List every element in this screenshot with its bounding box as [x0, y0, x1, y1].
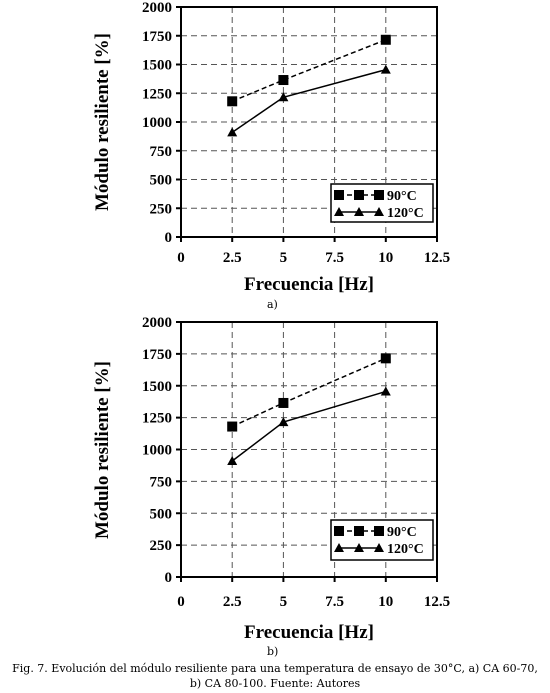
chart-b-ytick-label-4: 1000: [142, 443, 172, 459]
chart-a-ytick-label-0: 0: [165, 230, 173, 246]
chart-b-series-1-point-0: [227, 455, 238, 465]
chart-a-xtick-label-5: 12.5: [424, 250, 450, 266]
chart-a-legend-label-1: 120°C: [387, 206, 424, 221]
chart-b-series-0-line: [231, 357, 387, 428]
chart-b-xtick-label-2: 5: [280, 594, 288, 610]
chart-b-series-1-line: [231, 390, 387, 462]
chart-b-ytick-label-5: 1250: [142, 411, 172, 427]
chart-a-xtick-label-2: 5: [280, 250, 288, 266]
chart-a-series-1-point-1: [278, 92, 289, 102]
chart-a-ytick-label-8: 2000: [142, 0, 172, 16]
chart-b-legend-marker-0-a: [334, 526, 344, 536]
chart-a-ytick-label-6: 1500: [142, 58, 172, 74]
chart-b-ytick-label-1: 250: [150, 538, 173, 554]
chart-b-legend-marker-1-c: [374, 543, 384, 552]
panel-label-a: a): [267, 298, 278, 311]
chart-b-series-0-point-1: [278, 397, 289, 408]
chart-b-ylabel: Módulo resiliente [%]: [92, 361, 113, 539]
chart-a-xtick-label-3: 7.5: [325, 250, 344, 266]
chart-a-series-0-point-2: [380, 34, 391, 45]
chart-b-legend-marker-0-c: [374, 526, 384, 536]
chart-a-series-1-point-0: [227, 127, 238, 137]
chart-b-xtick-label-5: 12.5: [424, 594, 450, 610]
chart-b-legend-label-1: 120°C: [387, 542, 424, 557]
chart-a-ytick-label-4: 1000: [142, 115, 172, 131]
chart-b-series-1-point-2: [380, 386, 391, 396]
chart-a-series-1-line: [231, 68, 386, 133]
chart-a-ytick-label-7: 1750: [142, 29, 172, 45]
chart-b-legend-marker-1-b: [354, 543, 364, 552]
chart-a-series-0-line: [231, 39, 387, 102]
chart-b-xlabel: Frecuencia [Hz]: [244, 622, 374, 643]
chart-a-legend-marker-0-b: [354, 190, 364, 200]
chart-b-series-1-point-1: [278, 417, 289, 427]
chart-a-ytick-label-3: 750: [150, 144, 173, 160]
chart-a-ytick-label-2: 500: [150, 173, 173, 189]
chart-a-xtick-label-1: 2.5: [223, 250, 242, 266]
chart-b-legend-marker-0-b: [354, 526, 364, 536]
chart-b-xtick-label-4: 10: [378, 594, 393, 610]
chart-a-xlabel: Frecuencia [Hz]: [244, 274, 374, 295]
chart-a-ylabel: Módulo resiliente [%]: [92, 33, 113, 211]
chart-b-ytick-label-7: 1750: [142, 347, 172, 363]
chart-a-series-1-point-2: [380, 64, 391, 74]
figure-caption: Fig. 7. Evolución del módulo resiliente …: [12, 662, 538, 690]
chart-a-legend-marker-0-c: [374, 190, 384, 200]
chart-b-ytick-label-3: 750: [150, 474, 173, 490]
chart-a-legend-marker-1-a: [334, 207, 344, 216]
chart-b-series-0-point-0: [227, 421, 238, 432]
chart-panel-b: 0 250 500 750 1000 1250 1500 1750 2000 0 2.5 5 7.5 10…: [92, 315, 450, 643]
chart-a-ytick-label-5: 1250: [142, 86, 172, 102]
chart-a-series-0-point-1: [278, 75, 289, 86]
chart-b-ytick-label-0: 0: [165, 570, 173, 586]
chart-b-legend-marker-1-a: [334, 543, 344, 552]
chart-b-xtick-label-0: 0: [177, 594, 185, 610]
chart-b-legend-label-0: 90°C: [387, 525, 417, 540]
chart-a-legend-marker-1-c: [374, 207, 384, 216]
chart-b-xtick-label-3: 7.5: [325, 594, 344, 610]
chart-b-series-0-point-2: [380, 353, 391, 364]
chart-a-legend-label-0: 90°C: [387, 189, 417, 204]
chart-a-ytick-label-1: 250: [150, 201, 173, 217]
chart-a-legend-marker-1-b: [354, 207, 364, 216]
chart-a-legend-marker-0-a: [334, 190, 344, 200]
chart-b-ytick-label-6: 1500: [142, 379, 172, 395]
chart-a-xtick-label-0: 0: [177, 250, 185, 266]
chart-b-ytick-label-2: 500: [150, 506, 173, 522]
chart-b-xtick-label-1: 2.5: [223, 594, 242, 610]
panel-label-b: b): [267, 645, 279, 658]
chart-panel-a: 0 250 500 750 1000 1250 1500 1750 2000 0 2.5 5 7.5 10…: [92, 0, 450, 295]
chart-a-series-0-point-0: [227, 96, 238, 107]
chart-a-xtick-label-4: 10: [378, 250, 393, 266]
chart-b-ytick-label-8: 2000: [142, 315, 172, 331]
